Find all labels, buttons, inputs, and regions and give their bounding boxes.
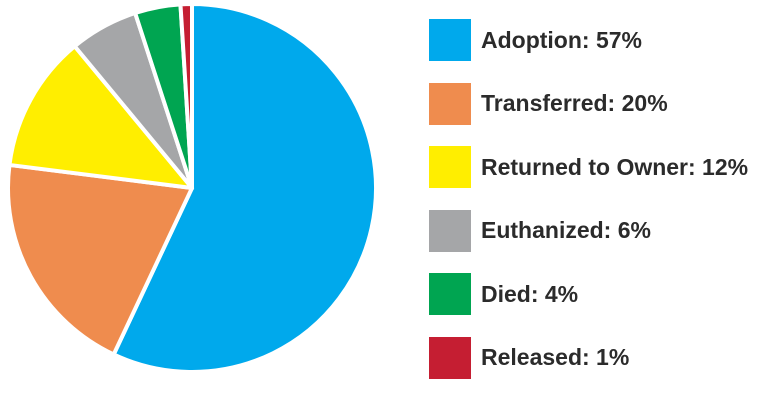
legend-item-transferred: Transferred: 20% [429,82,763,125]
legend-swatch-euthanized [429,209,471,252]
legend-label-died: Died: 4% [481,280,579,307]
legend-swatch-adoption [429,19,471,61]
pie-chart [6,1,378,374]
legend-item-died: Died: 4% [429,273,763,315]
legend-label-transferred: Transferred: 20% [481,90,668,116]
pie-slice-released [178,1,194,190]
legend-item-euthanized: Euthanized: 6% [429,209,763,252]
pie-slice-adoption [111,2,378,374]
legend-swatch-died [429,273,471,315]
pie-slice-returned-to-owner [7,44,194,190]
legend-label-adoption: Adoption: 57% [481,26,642,53]
legend-item-released: Released: 1% [429,336,763,379]
legend-item-returned-to-owner: Returned to Owner: 12% [429,146,763,188]
legend: Adoption: 57% Transferred: 20% Returned … [429,19,763,400]
legend-item-adoption: Adoption: 57% [429,19,763,61]
legend-label-released: Released: 1% [481,344,630,370]
legend-label-euthanized: Euthanized: 6% [481,217,651,243]
legend-label-returned-to-owner: Returned to Owner: 12% [481,153,749,180]
legend-swatch-transferred [429,82,471,125]
legend-swatch-returned-to-owner [429,146,471,188]
pie-slice-transferred [6,162,194,357]
legend-swatch-released [429,336,471,379]
